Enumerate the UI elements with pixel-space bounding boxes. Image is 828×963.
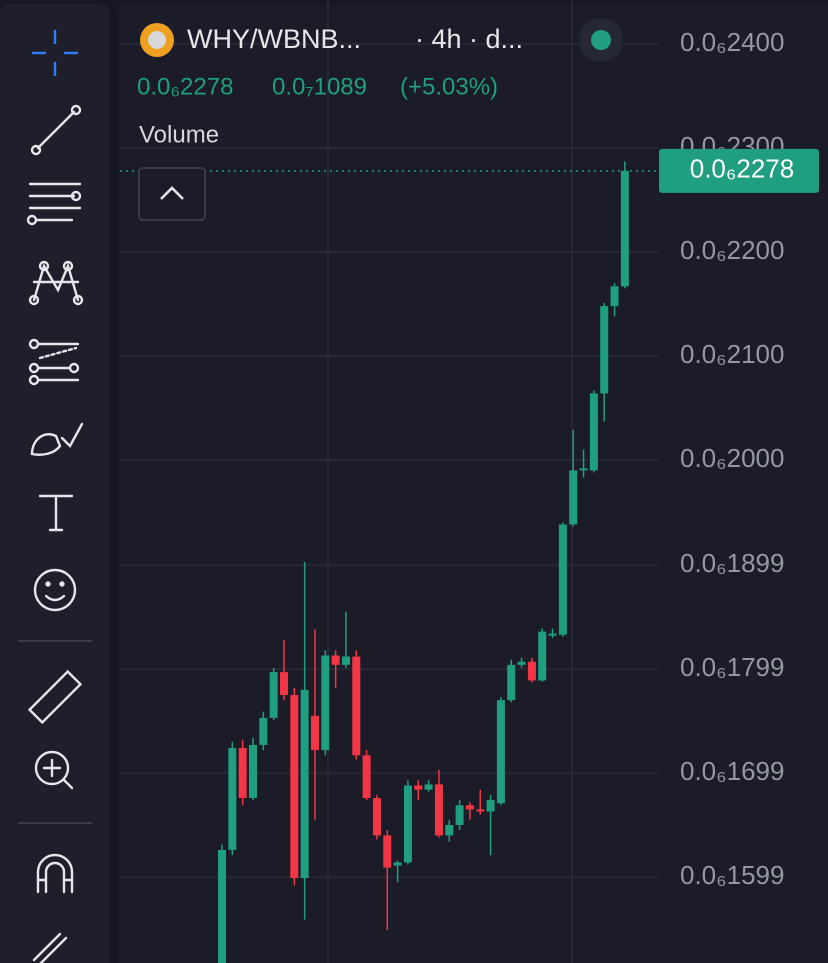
candle-body	[455, 805, 464, 825]
y-tick-label: 0.0₆1599	[680, 860, 784, 890]
trend-line-tool[interactable]	[30, 104, 82, 156]
change: 0.0₇1089	[272, 73, 367, 100]
candle-body	[259, 717, 268, 745]
y-tick-label: 0.0₆2400	[680, 27, 784, 57]
chevron	[160, 186, 184, 200]
forecast-tool[interactable]	[28, 338, 80, 386]
candle-body	[538, 631, 547, 681]
header: WHY/WBNB... · 4h · d... 0.0₆2278 0.0₇108…	[137, 18, 623, 221]
status-dot	[591, 30, 611, 50]
candle-body	[248, 744, 257, 798]
candle-body	[465, 805, 474, 810]
lock-draw-tool[interactable]	[32, 932, 68, 963]
candle-body	[579, 468, 588, 471]
candle-body	[331, 655, 340, 665]
grid	[120, 43, 658, 878]
candle-body	[393, 862, 402, 866]
candle-body	[569, 470, 578, 525]
y-tick-label: 0.0₆1899	[680, 548, 784, 578]
candle-body	[517, 661, 526, 665]
candle-body	[372, 797, 381, 836]
price: 0.0₆2278	[137, 73, 233, 100]
collapse-button[interactable]	[138, 167, 206, 221]
candle-body	[269, 672, 278, 718]
candle-body	[600, 306, 609, 394]
price-tag	[659, 148, 819, 193]
candle-body	[486, 800, 495, 812]
coin-icon-face	[148, 31, 166, 49]
candle-body	[424, 784, 433, 790]
zoom-tool[interactable]	[34, 750, 74, 790]
pattern-tool[interactable]	[28, 260, 84, 306]
ruler-tool[interactable]	[27, 669, 83, 725]
brush-tool[interactable]	[30, 422, 84, 456]
candle-body	[403, 785, 412, 863]
candle-body	[321, 655, 330, 751]
toolbar	[0, 4, 110, 963]
candle-body	[414, 785, 423, 790]
change-pct: (+5.03%)	[400, 73, 498, 100]
candle-body	[589, 393, 598, 471]
price-tag-label: 0.0₆2278	[690, 154, 794, 184]
y-tick-label: 0.0₆2100	[680, 339, 784, 369]
pair: WHY/WBNB...	[187, 24, 361, 54]
toolbar-icons	[18, 30, 92, 963]
text-tool[interactable]	[38, 494, 74, 532]
candle-body	[341, 656, 350, 665]
magnet-tool[interactable]	[36, 853, 74, 894]
candle-body	[352, 656, 361, 756]
fib-tool[interactable]	[26, 182, 82, 226]
candle-body	[558, 524, 567, 635]
candle-body	[434, 784, 443, 836]
interval: · 4h · d...	[415, 24, 523, 54]
candle-body	[476, 809, 485, 812]
y-tick-label: 0.0₆1699	[680, 756, 784, 786]
candle-body	[527, 661, 536, 681]
candle-body	[383, 835, 392, 868]
y-tick-label: 0.0₆2200	[680, 235, 784, 265]
candle-body	[362, 755, 371, 798]
candle-body	[218, 849, 226, 963]
candle-body	[290, 695, 299, 879]
candle-body	[445, 824, 454, 836]
candle-body	[238, 748, 247, 798]
candle-body	[610, 286, 619, 307]
y-tick-label: 0.0₆2000	[680, 443, 784, 473]
candle-body	[496, 700, 505, 804]
candle-body	[228, 748, 237, 850]
candle-body	[620, 170, 629, 287]
crosshair-tool[interactable]	[32, 30, 78, 76]
candle-body	[279, 672, 288, 696]
indicator-label: Volume	[139, 121, 219, 148]
y-tick-label: 0.0₆1799	[680, 652, 784, 682]
candles	[120, 161, 658, 963]
price-axis: 0.0₆24000.0₆23000.0₆22000.0₆21000.0₆2000…	[659, 27, 819, 890]
candle-body	[310, 715, 319, 751]
candle-body	[548, 633, 557, 636]
candle-body	[507, 664, 516, 701]
emoji-tool[interactable]	[33, 568, 77, 612]
candle-body	[300, 689, 309, 879]
